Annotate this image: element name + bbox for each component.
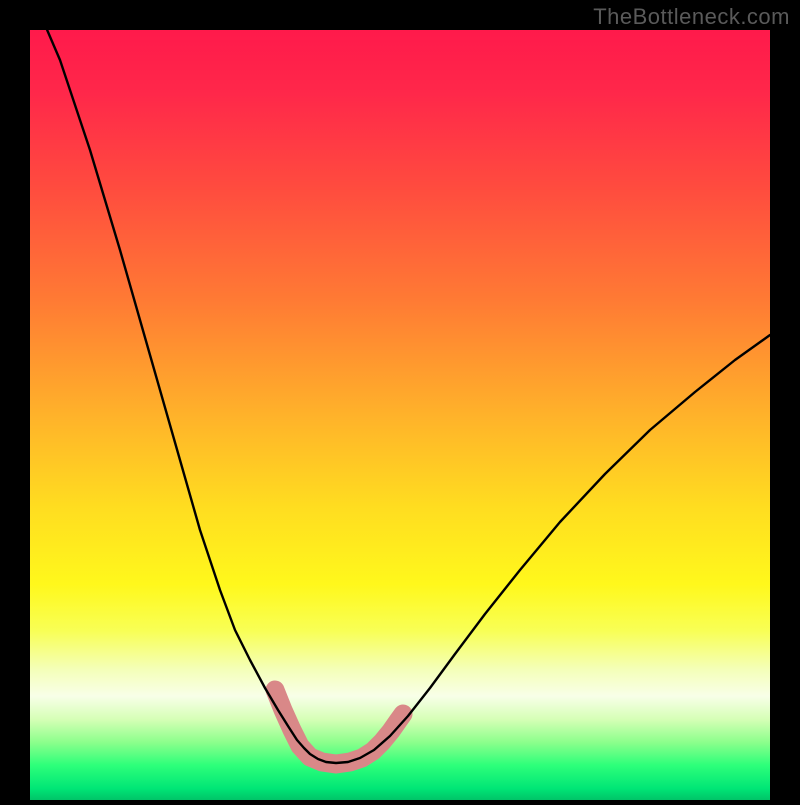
watermark-text: TheBottleneck.com [593,4,790,30]
chart-canvas: TheBottleneck.com [0,0,800,800]
gradient-background [30,30,770,800]
plot-svg [30,30,770,800]
plot-frame [30,30,770,800]
